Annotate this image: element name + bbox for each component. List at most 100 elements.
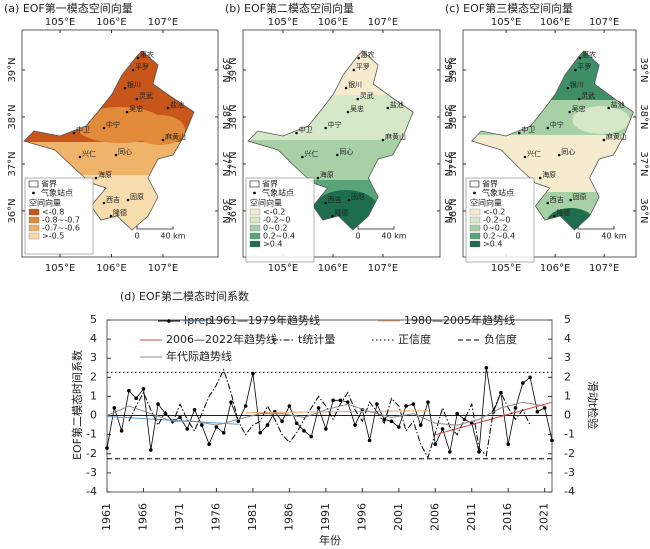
series-line — [435, 401, 553, 436]
series-point — [375, 402, 379, 406]
series-line — [106, 416, 239, 425]
legend-label: 负信度 — [484, 332, 517, 346]
series-point — [105, 446, 109, 450]
x-tick-label: 105°E — [45, 17, 75, 28]
station-dot — [557, 153, 561, 157]
series-point — [178, 415, 182, 420]
y-tick-label: -4 — [86, 485, 97, 498]
series-point — [221, 430, 226, 435]
legend-swatch — [469, 224, 481, 232]
series-point — [331, 398, 335, 403]
legend-title: 空间向量 — [470, 198, 502, 208]
y2-tick-label: -2 — [564, 447, 575, 460]
y-tick-label: -2 — [86, 447, 97, 460]
x-tick-label: 2021 — [538, 503, 551, 531]
series-point — [397, 425, 401, 429]
map-title: (a) EOF第一模态空间向量 — [4, 1, 133, 15]
series-point — [156, 402, 160, 406]
series-point — [192, 408, 197, 412]
y-tick-label: 37°N — [7, 151, 18, 176]
scale-label: 40 km — [160, 232, 185, 241]
station-dot — [346, 110, 350, 114]
legend-label: -0.7~-0.6 — [42, 224, 80, 233]
map-frame — [21, 29, 219, 258]
series-point — [528, 375, 532, 380]
x-tick-label: 1981 — [246, 503, 259, 531]
map-title: (b) EOF第二模态空间向量 — [225, 1, 354, 15]
chart-title: (d) EOF第二模态时间系数 — [120, 289, 249, 303]
scale-label: 0 — [575, 232, 580, 241]
x-tick-label: 105°E — [491, 263, 521, 274]
station-dot — [102, 126, 106, 130]
y-tick-label: 38°N — [638, 104, 649, 129]
map-title: (c) EOF第三模态空间向量 — [445, 1, 573, 15]
y-tick-label: 0 — [90, 409, 97, 422]
legend-label: <-0.2 — [483, 208, 505, 217]
station-label: 固原 — [351, 193, 365, 201]
series-line — [128, 368, 531, 459]
y-tick-label: 1 — [90, 389, 97, 402]
station-label: 吴忠 — [129, 105, 143, 113]
map-frame — [242, 29, 441, 258]
x-tick-label: 1991 — [319, 503, 332, 531]
station-dot — [381, 138, 385, 142]
y-tick-label: -3 — [86, 466, 97, 479]
station-dot — [569, 198, 572, 202]
y-tick-label: 38°N — [448, 104, 459, 129]
legend-label: <-0.8 — [42, 208, 64, 217]
scale-bar — [357, 226, 395, 230]
station-label: 平罗 — [135, 63, 149, 71]
legend-dot — [253, 191, 256, 195]
x-tick-label: 107°E — [368, 17, 398, 28]
scale-label: 0 — [134, 232, 139, 241]
scale-label: 40 km — [381, 232, 406, 241]
series-point — [477, 450, 481, 454]
station-label: 兴仁 — [82, 149, 96, 158]
legend-label: t统计量 — [298, 333, 335, 346]
station-dot — [72, 131, 76, 135]
legend-swatch — [469, 180, 480, 188]
series-point — [214, 425, 219, 429]
station-dot — [386, 106, 390, 110]
legend-label: 省界 — [482, 179, 498, 189]
y-tick-label: 2 — [90, 370, 97, 383]
station-label: 中卫 — [76, 125, 90, 134]
y-tick-label: 4 — [90, 332, 97, 345]
station-label: 平罗 — [577, 63, 591, 71]
legend-swatch — [249, 216, 261, 224]
x-tick-label: 106°E — [96, 17, 126, 28]
y2-tick-label: 3 — [564, 351, 571, 364]
station-dot — [347, 198, 351, 202]
series-point — [265, 423, 270, 427]
series-point — [127, 388, 131, 393]
x-tick-label: 107°E — [148, 263, 178, 274]
legend-swatch — [28, 208, 40, 216]
series-point — [521, 381, 525, 385]
station-dot — [356, 97, 360, 101]
legend-label: -0.2~0 — [483, 216, 510, 225]
y-tick-label: 5 — [90, 313, 97, 326]
legend-label: <-0.2 — [263, 208, 285, 217]
series-point — [280, 419, 284, 424]
y2-tick-label: 1 — [564, 389, 571, 402]
series-point — [455, 411, 459, 416]
legend-label: >-0.5 — [42, 232, 64, 241]
legend-label: 气象站点 — [262, 188, 294, 198]
legend-label: -0.8~-0.7 — [42, 216, 80, 225]
series-point — [316, 406, 321, 410]
series-point — [484, 365, 489, 370]
x-tick-label: 107°E — [368, 263, 398, 274]
station-label: 隆德 — [113, 208, 127, 217]
station-label: 盐池 — [390, 100, 404, 109]
station-label: 灵武 — [360, 91, 374, 100]
series-point — [513, 406, 518, 410]
legend-swatch — [469, 240, 481, 248]
series-point — [353, 423, 357, 427]
series-line — [106, 367, 553, 453]
y-tick-label: 37°N — [638, 151, 649, 176]
station-label: 灵武 — [581, 91, 595, 100]
series-point — [229, 400, 233, 404]
station-label: 隆德 — [556, 208, 570, 217]
y-tick-label: 39°N — [7, 57, 18, 82]
series-point — [185, 427, 190, 431]
